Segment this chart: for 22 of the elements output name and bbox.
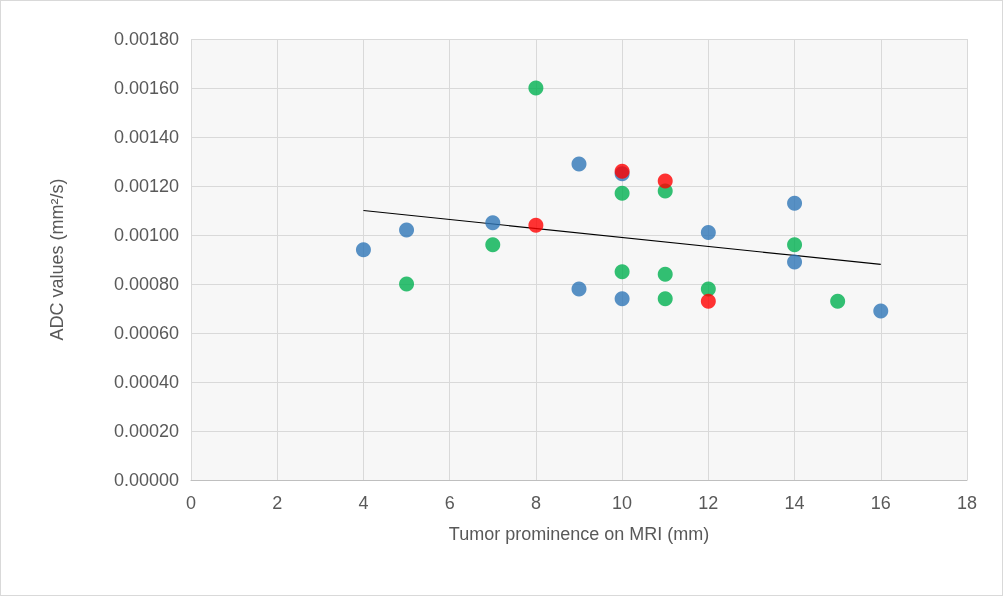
y-tick-label: 0.00080 [113,274,179,294]
x-tick-label: 0 [185,493,197,513]
y-tick-label: 0.00160 [113,78,179,98]
y-tick-label: 0.00060 [113,323,179,343]
y-axis-title: ADC values (mm²/s) [47,178,67,341]
x-tick-label: 14 [784,493,805,513]
y-tick-label: 0.00000 [113,470,179,490]
x-axis-title: Tumor prominence on MRI (mm) [448,524,710,544]
x-tick-label: 2 [272,493,283,513]
y-tick-label: 0.00140 [113,127,179,147]
y-tick-label: 0.00120 [113,176,179,196]
x-tick-label: 10 [612,493,633,513]
x-tick-label: 6 [444,493,455,513]
y-tick-label: 0.00040 [113,372,179,392]
x-tick-label: 8 [530,493,541,513]
y-tick-label: 0.00180 [113,29,179,49]
x-tick-label: 18 [956,493,978,513]
x-tick-label: 12 [698,493,719,513]
x-tick-label: 16 [870,493,891,513]
y-tick-label: 0.00020 [113,421,179,441]
y-tick-label: 0.00100 [113,225,179,245]
x-tick-label: 4 [358,493,369,513]
